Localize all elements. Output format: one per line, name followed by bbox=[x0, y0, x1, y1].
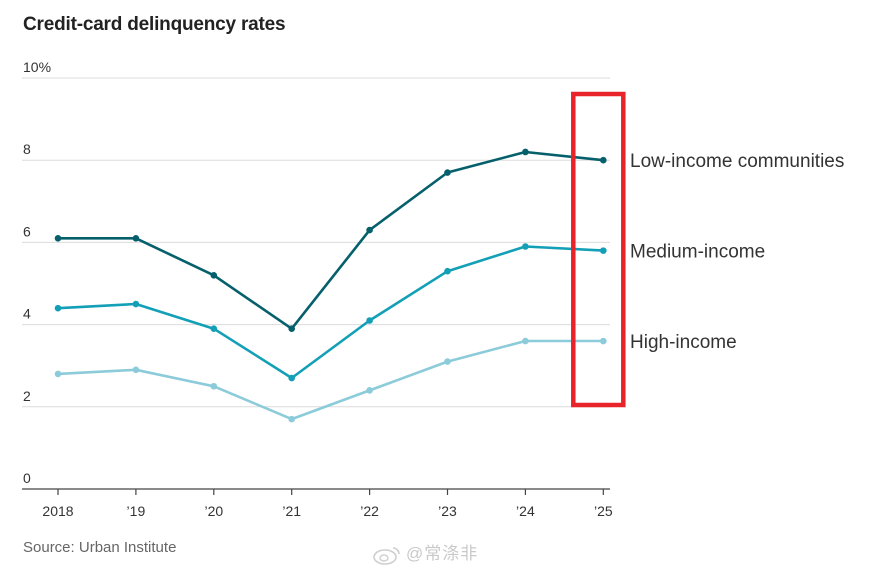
data-point bbox=[444, 169, 451, 176]
data-point bbox=[366, 317, 373, 324]
series-line bbox=[58, 150, 604, 331]
data-point bbox=[288, 415, 296, 423]
data-point bbox=[366, 387, 373, 394]
data-point bbox=[132, 300, 140, 308]
data-point bbox=[288, 325, 296, 333]
y-tick-label: 10% bbox=[23, 59, 51, 75]
x-tick-label: ’23 bbox=[438, 503, 457, 519]
data-point bbox=[600, 337, 607, 345]
data-point bbox=[210, 271, 218, 279]
data-point bbox=[522, 148, 529, 156]
series bbox=[54, 148, 607, 423]
y-tick-label: 0 bbox=[23, 470, 31, 486]
data-point bbox=[366, 226, 373, 234]
x-tick-label: ’24 bbox=[516, 503, 535, 519]
series-line bbox=[57, 245, 604, 380]
highlight-box bbox=[571, 91, 626, 408]
data-point bbox=[288, 374, 296, 382]
data-point bbox=[444, 267, 451, 275]
x-tick-label: ’19 bbox=[127, 503, 146, 519]
data-point bbox=[600, 156, 607, 164]
data-point bbox=[132, 366, 140, 374]
x-tick-label: ’25 bbox=[594, 503, 613, 519]
data-point bbox=[54, 234, 62, 242]
data-point bbox=[210, 325, 218, 333]
weibo-logo-icon bbox=[373, 546, 400, 565]
data-point bbox=[522, 243, 529, 250]
data-point bbox=[54, 370, 62, 378]
y-tick-label: 6 bbox=[23, 223, 31, 239]
source-note: Source: Urban Institute bbox=[23, 539, 177, 556]
series-line bbox=[57, 339, 604, 421]
data-point bbox=[444, 358, 451, 365]
x-tick-label: ’21 bbox=[282, 503, 301, 519]
axes: 0 2 4 6 8 10% 2018 ’19 ’20 ’21 ’22 ’23 ’24 ’25 bbox=[22, 59, 613, 519]
data-point bbox=[210, 382, 218, 390]
data-point bbox=[522, 337, 529, 345]
y-tick-label: 4 bbox=[23, 306, 31, 322]
series-group bbox=[54, 243, 607, 382]
chart-title: Credit-card delinquency rates bbox=[23, 14, 286, 35]
y-tick-label: 2 bbox=[23, 388, 31, 404]
watermark-text: @常涤非 bbox=[406, 544, 479, 563]
x-tick-label: ’22 bbox=[360, 503, 379, 519]
gridlines bbox=[22, 77, 610, 408]
x-tick-label: 2018 bbox=[42, 503, 73, 519]
watermark: @常涤非 bbox=[372, 539, 478, 565]
series-label: High-income bbox=[630, 332, 737, 353]
data-point bbox=[600, 247, 607, 254]
series-label: Low-income communities bbox=[630, 151, 844, 172]
highlight bbox=[571, 91, 626, 408]
data-point bbox=[132, 234, 140, 242]
y-tick-label: 8 bbox=[23, 141, 31, 157]
series-label: Medium-income bbox=[630, 242, 765, 263]
series-group bbox=[54, 337, 607, 423]
x-tick-label: ’20 bbox=[204, 503, 223, 519]
data-point bbox=[54, 304, 62, 312]
series-group bbox=[54, 148, 607, 333]
series-labels: Low-income communities Medium-income High-… bbox=[630, 151, 844, 353]
